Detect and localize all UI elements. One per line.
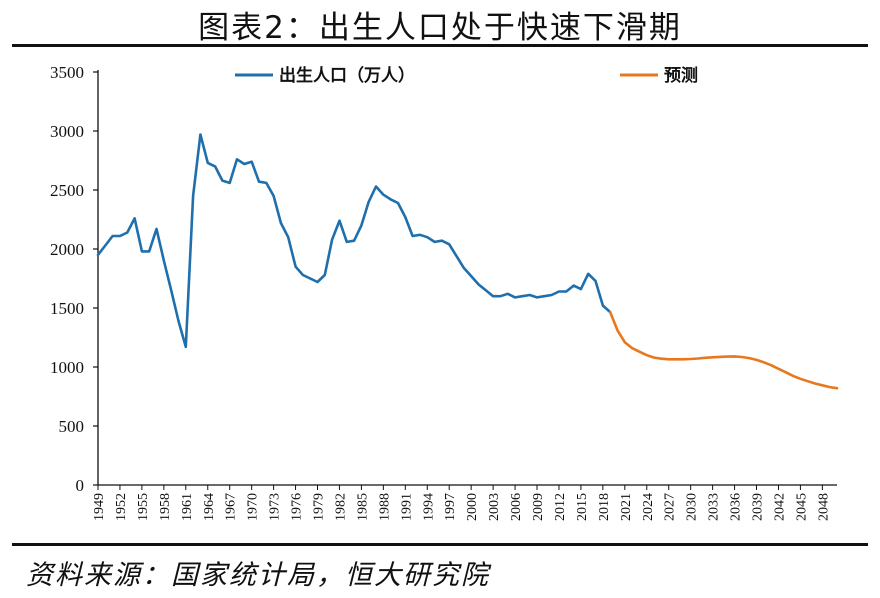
- y-tick-label: 1000: [50, 358, 84, 377]
- x-tick-label: 2003: [487, 493, 502, 521]
- y-tick-label: 2500: [50, 181, 84, 200]
- y-tick-label: 3500: [50, 63, 84, 82]
- legend: 出生人口（万人） 预测: [235, 65, 698, 86]
- x-tick-label: 1976: [290, 493, 305, 521]
- x-tick-label: 2033: [707, 493, 722, 521]
- x-tick-label: 2009: [531, 493, 546, 521]
- series-lines: [96, 133, 839, 390]
- x-tick-label: 1949: [92, 493, 107, 521]
- x-tick-label: 2048: [816, 493, 831, 521]
- y-tick-label: 3000: [50, 122, 84, 141]
- x-tick-label: 1973: [268, 493, 283, 521]
- legend-actual-label: 出生人口（万人）: [279, 65, 415, 86]
- y-axis-ticks: 0 500 1000 1500 2000 2500 3000 3500: [50, 63, 98, 495]
- x-tick-label: 2039: [751, 493, 766, 521]
- chart-title: 图表2：出生人口处于快速下滑期: [198, 10, 682, 46]
- x-tick-label: 2015: [575, 493, 590, 521]
- x-tick-label: 1985: [355, 493, 370, 521]
- x-tick-label: 2024: [641, 493, 656, 521]
- x-tick-label: 2036: [729, 493, 744, 521]
- x-tick-label: 1997: [443, 493, 458, 521]
- x-tick-label: 2000: [465, 493, 480, 521]
- x-tick-label: 2045: [794, 493, 809, 521]
- x-tick-label: 1967: [224, 493, 239, 521]
- x-tick-label: 1982: [333, 493, 348, 521]
- y-tick-label: 0: [76, 476, 85, 495]
- x-tick-label: 2018: [597, 493, 612, 521]
- top-rule: [12, 44, 868, 47]
- x-tick-label: 2021: [619, 493, 634, 521]
- x-tick-label: 1952: [114, 493, 129, 521]
- y-tick-label: 2000: [50, 240, 84, 259]
- x-tick-label: 1958: [158, 493, 173, 521]
- y-tick-label: 500: [59, 417, 85, 436]
- axes: [97, 70, 837, 486]
- x-tick-label: 2042: [772, 493, 787, 521]
- forecast-series-line: [608, 310, 839, 390]
- source-note: 资料来源：国家统计局，恒大研究院: [26, 560, 490, 591]
- x-tick-label: 2012: [553, 493, 568, 521]
- x-tick-label: 1994: [421, 493, 436, 521]
- x-tick-label: 1988: [377, 493, 392, 521]
- bottom-rule: [12, 543, 868, 546]
- x-axis-ticks: 1949 1952 1955 1958 1961 1964 1967 1970 1973 1976…: [92, 485, 831, 521]
- legend-forecast-label: 预测: [664, 65, 698, 86]
- y-tick-label: 1500: [50, 299, 84, 318]
- x-tick-label: 1991: [399, 493, 414, 521]
- x-tick-label: 1964: [202, 493, 217, 521]
- x-tick-label: 1961: [180, 493, 195, 521]
- x-tick-label: 2027: [663, 493, 678, 521]
- x-tick-label: 1979: [312, 493, 327, 521]
- x-tick-label: 2030: [685, 493, 700, 521]
- x-tick-label: 2006: [509, 493, 524, 521]
- x-tick-label: 1955: [136, 493, 151, 521]
- actual-series-line: [96, 133, 612, 349]
- x-tick-label: 1970: [246, 493, 261, 521]
